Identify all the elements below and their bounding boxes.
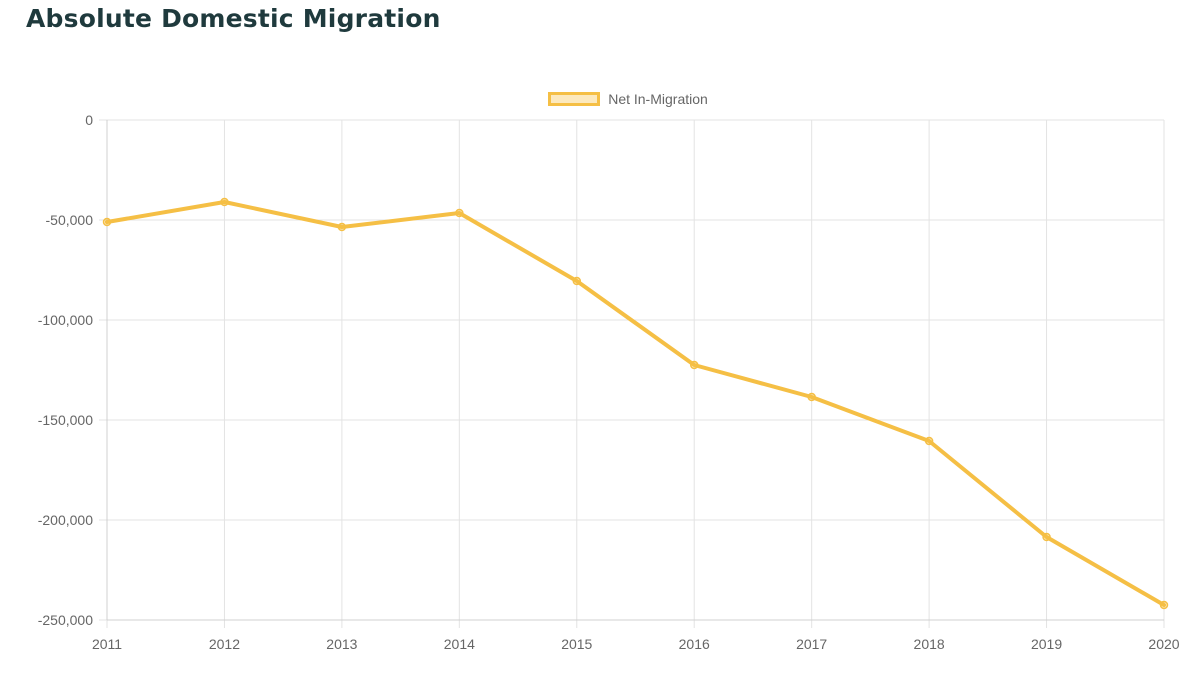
data-point[interactable] <box>689 360 699 370</box>
x-tick-label: 2015 <box>561 636 592 652</box>
data-point[interactable] <box>924 436 934 446</box>
x-tick-label: 2017 <box>796 636 827 652</box>
chart-legend[interactable]: Net In-Migration <box>0 88 1200 110</box>
data-point[interactable] <box>807 392 816 402</box>
legend-swatch[interactable] <box>548 92 601 106</box>
y-tick-label: -100,000 <box>38 312 93 328</box>
x-tick-label: 2013 <box>326 636 357 652</box>
axis-labels: 0 -50,000 -100,000 -150,000 -200,000 -250,000… <box>38 112 1180 652</box>
series-line <box>105 200 1166 607</box>
x-tick-label: 2014 <box>444 636 475 652</box>
y-tick-label: -50,000 <box>46 212 94 228</box>
x-tick-label: 2019 <box>1031 636 1062 652</box>
y-tick-label: -150,000 <box>38 412 93 428</box>
x-tick-label: 2016 <box>679 636 710 652</box>
x-tick-label: 2018 <box>914 636 945 652</box>
y-tick-label: -250,000 <box>38 612 93 628</box>
x-tick-label: 2011 <box>92 636 122 652</box>
data-point[interactable] <box>337 222 347 232</box>
data-point[interactable] <box>455 208 464 218</box>
y-tick-label: -200,000 <box>38 512 93 528</box>
x-tick-label: 2020 <box>1148 636 1179 652</box>
legend-label[interactable]: Net In-Migration <box>608 91 708 107</box>
data-point[interactable] <box>572 276 582 286</box>
x-tick-label: 2012 <box>209 636 240 652</box>
series-layer <box>102 197 1169 610</box>
page-title: Absolute Domestic Migration <box>26 4 441 33</box>
data-point[interactable] <box>1159 600 1169 610</box>
y-tick-label: 0 <box>85 112 93 128</box>
data-point[interactable] <box>1042 532 1051 542</box>
data-point[interactable] <box>102 217 112 227</box>
data-point[interactable] <box>220 197 229 207</box>
grid-lines <box>99 119 1165 628</box>
